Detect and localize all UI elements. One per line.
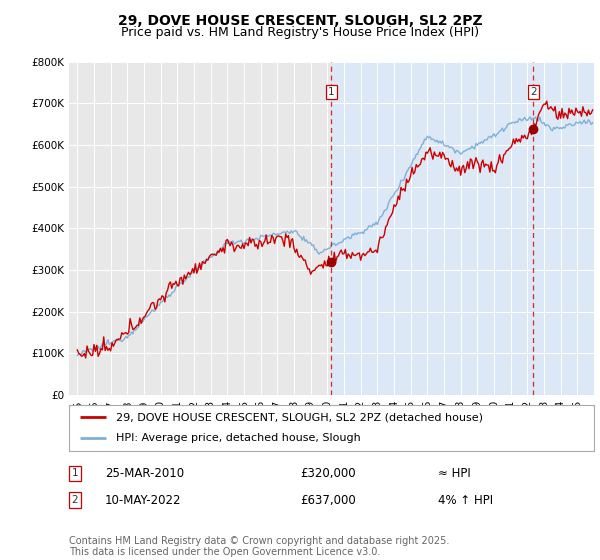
Text: 1: 1 (71, 468, 79, 478)
Text: 2: 2 (71, 495, 79, 505)
Text: HPI: Average price, detached house, Slough: HPI: Average price, detached house, Slou… (116, 433, 361, 444)
Bar (331, 62, 594, 395)
Text: 25-MAR-2010: 25-MAR-2010 (105, 466, 184, 480)
Text: £637,000: £637,000 (300, 493, 356, 507)
Text: £320,000: £320,000 (300, 466, 356, 480)
Text: 2: 2 (530, 87, 537, 96)
Text: 1: 1 (328, 87, 334, 96)
Text: 4% ↑ HPI: 4% ↑ HPI (438, 493, 493, 507)
Text: 29, DOVE HOUSE CRESCENT, SLOUGH, SL2 2PZ: 29, DOVE HOUSE CRESCENT, SLOUGH, SL2 2PZ (118, 14, 482, 28)
Text: ≈ HPI: ≈ HPI (438, 466, 471, 480)
Text: Price paid vs. HM Land Registry's House Price Index (HPI): Price paid vs. HM Land Registry's House … (121, 26, 479, 39)
Text: Contains HM Land Registry data © Crown copyright and database right 2025.
This d: Contains HM Land Registry data © Crown c… (69, 535, 449, 557)
Text: 29, DOVE HOUSE CRESCENT, SLOUGH, SL2 2PZ (detached house): 29, DOVE HOUSE CRESCENT, SLOUGH, SL2 2PZ… (116, 412, 483, 422)
Text: 10-MAY-2022: 10-MAY-2022 (105, 493, 182, 507)
